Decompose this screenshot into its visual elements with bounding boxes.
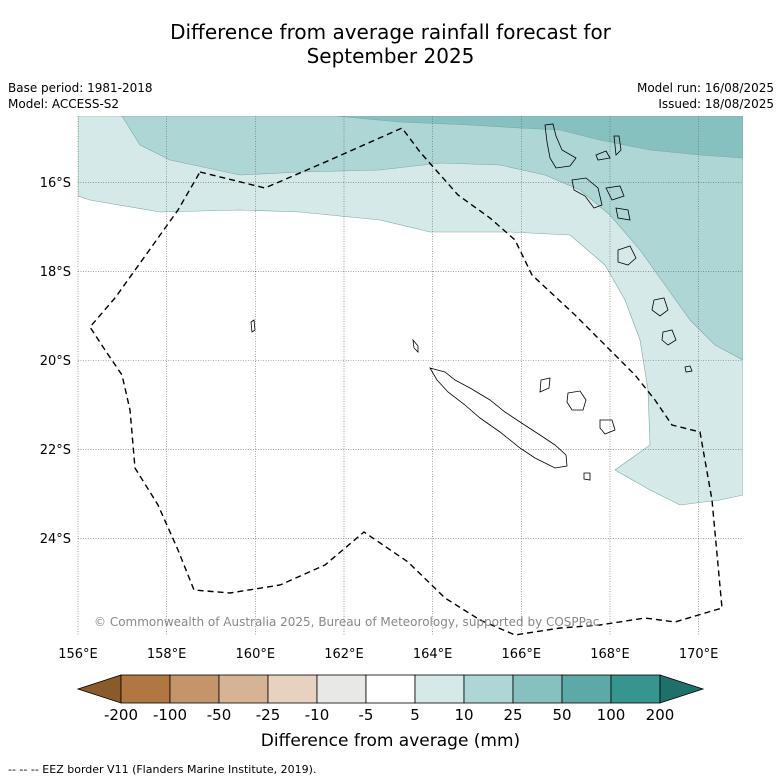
colorbar-tick-label: 10 — [454, 706, 473, 724]
colorbar-segment — [414, 674, 465, 704]
colorbar-tick-label: -10 — [305, 706, 330, 724]
shading-layer — [78, 116, 743, 636]
colorbar-segment — [561, 674, 612, 704]
vanuatu-north-1 — [544, 123, 577, 169]
colorbar-tick-label: -25 — [256, 706, 281, 724]
isle-of-pines — [583, 472, 591, 481]
colorbar-segment — [610, 674, 661, 704]
title-line-2: September 2025 — [306, 44, 475, 68]
lat-tick-label: 22°S — [40, 443, 71, 458]
colorbar-segment — [267, 674, 318, 704]
eez-footer-note: -- -- -- EEZ border V11 (Flanders Marine… — [8, 763, 317, 776]
colorbar-segment — [512, 674, 563, 704]
colorbar-tick-label: -200 — [104, 706, 138, 724]
model-name: Model: ACCESS-S2 — [8, 97, 120, 111]
vanuatu-north-2 — [613, 135, 622, 156]
lon-tick-label: 158°E — [147, 647, 187, 662]
lon-tick-label: 162°E — [324, 647, 364, 662]
chart-title: Difference from average rainfall forecas… — [0, 20, 781, 68]
lon-tick-label: 170°E — [679, 647, 719, 662]
issued-date: Issued: 18/08/2025 — [658, 97, 774, 111]
anomaly-band-25-50 — [334, 116, 743, 159]
anomaly-band-5-10 — [78, 116, 743, 506]
chesterfield-island — [250, 319, 256, 333]
colorbar-extend-high — [659, 674, 705, 704]
meta-right: Model run: 16/08/2025 Issued: 18/08/2025 — [637, 80, 774, 112]
colorbar-tick-label: 25 — [503, 706, 522, 724]
loyalty-island-3 — [599, 419, 616, 435]
belep-islands — [412, 338, 419, 353]
colorbar-segment — [169, 674, 220, 704]
loyalty-island-2 — [566, 390, 587, 411]
colorbar-segment — [365, 674, 416, 704]
colorbar-tick-label: 100 — [597, 706, 626, 724]
new-caledonia-island — [429, 367, 568, 469]
copyright-text: © Commonwealth of Australia 2025, Bureau… — [94, 615, 599, 629]
colorbar-segment — [463, 674, 514, 704]
lon-tick-label: 168°E — [590, 647, 630, 662]
eez-border — [89, 127, 723, 636]
coastlines — [250, 123, 693, 481]
lon-tick-label: 160°E — [236, 647, 276, 662]
colorbar-segment — [120, 674, 171, 704]
colorbar-label: Difference from average (mm) — [260, 731, 521, 751]
colorbar-tick-label: -100 — [153, 706, 187, 724]
lat-tick-label: 18°S — [40, 265, 71, 280]
vanuatu-central-2 — [605, 185, 625, 201]
colorbar-tick-label: -50 — [207, 706, 232, 724]
title-line-1: Difference from average rainfall forecas… — [170, 20, 611, 44]
vanuatu-south-3 — [661, 329, 677, 346]
matthew-island — [684, 365, 693, 373]
colorbar-tick-label: 200 — [646, 706, 675, 724]
colorbar-tick-label: -5 — [359, 706, 374, 724]
colorbar-segment — [316, 674, 367, 704]
lon-tick-labels: 156°E 158°E 160°E 162°E 164°E 166°E 168°… — [58, 647, 718, 662]
colorbar-tick-label: 50 — [552, 706, 571, 724]
vanuatu-central-1 — [571, 177, 603, 209]
model-run: Model run: 16/08/2025 — [636, 81, 774, 95]
lat-tick-label: 16°S — [40, 176, 71, 191]
colorbar-extend-low — [76, 674, 122, 704]
colorbar: -200 -100 -50 -25 -10 -5 5 10 25 50 100 200 — [76, 674, 705, 724]
anomaly-band-10-25 — [121, 116, 743, 361]
vanuatu-south-1 — [617, 245, 637, 266]
meta-left: Base period: 1981-2018 Model: ACCESS-S2 — [8, 80, 153, 112]
lon-tick-label: 156°E — [58, 647, 98, 662]
lat-tick-label: 20°S — [40, 354, 71, 369]
base-period: Base period: 1981-2018 — [8, 81, 153, 95]
colorbar-tick-label: 5 — [410, 706, 420, 724]
vanuatu-north-3 — [595, 150, 611, 161]
vanuatu-central-3 — [615, 207, 631, 221]
gridlines — [77, 116, 743, 636]
colorbar-segment — [218, 674, 269, 704]
lon-tick-label: 164°E — [413, 647, 453, 662]
lat-tick-labels: 16°S 18°S 20°S 22°S 24°S — [40, 176, 71, 547]
vanuatu-south-2 — [651, 297, 669, 317]
lat-tick-label: 24°S — [40, 532, 71, 547]
loyalty-island-1 — [539, 377, 551, 393]
lon-tick-label: 166°E — [502, 647, 542, 662]
